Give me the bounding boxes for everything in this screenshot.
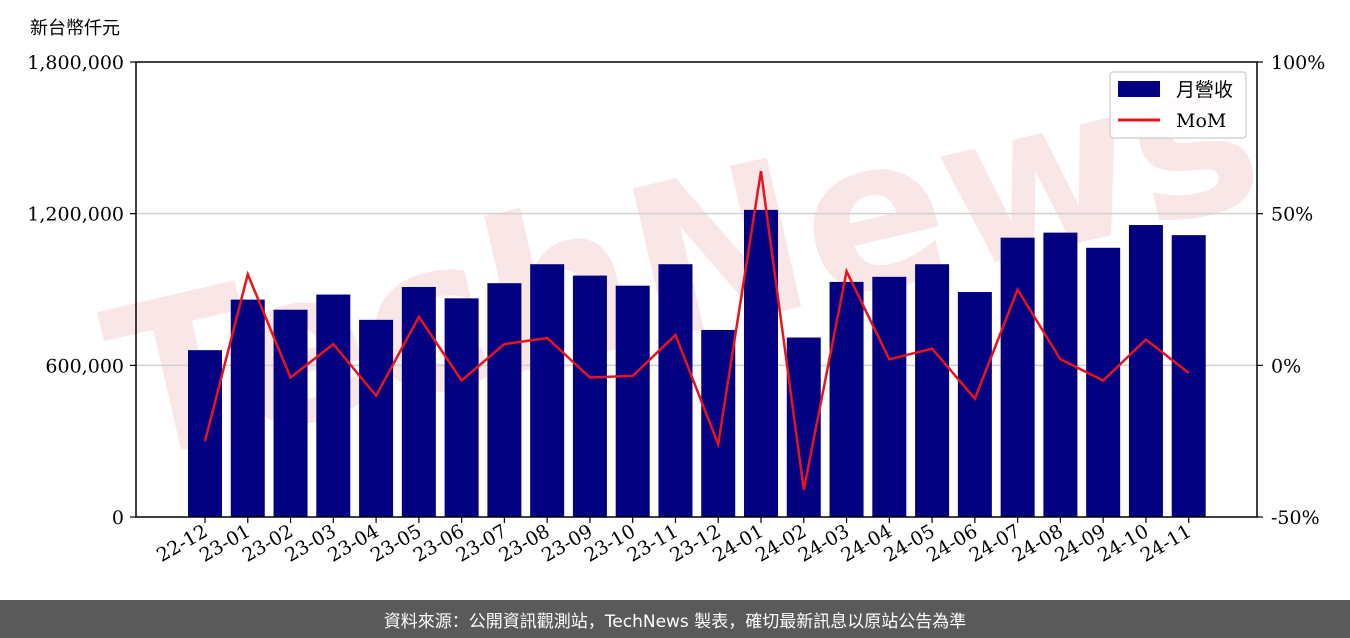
- right-axis-tick-label: 50%: [1271, 204, 1313, 226]
- legend-label-revenue: 月營收: [1176, 79, 1233, 101]
- bar-24-05: [915, 264, 950, 517]
- bar-23-02: [273, 309, 308, 517]
- bar-23-01: [230, 299, 265, 517]
- left-axis-tick-label: 1,800,000: [27, 52, 124, 74]
- bar-24-03: [829, 281, 864, 517]
- bar-24-10: [1128, 225, 1163, 517]
- bar-23-09: [572, 275, 607, 517]
- unit-label: 新台幣仟元: [30, 18, 120, 39]
- plot-frame: [135, 61, 1258, 518]
- bar-24-08: [1043, 232, 1078, 517]
- bar-24-06: [957, 292, 992, 517]
- bar-22-12: [188, 350, 222, 517]
- bar-24-11: [1171, 235, 1206, 517]
- chart-svg: TechNews0600,0001,200,0001,800,000-50%0%…: [27, 9, 1325, 567]
- bar-24-07: [1000, 237, 1035, 518]
- legend-swatch-bar: [1118, 81, 1160, 97]
- left-axis-tick-label: 0: [112, 507, 124, 529]
- bar-23-12: [701, 329, 736, 517]
- bar-24-04: [872, 276, 907, 517]
- right-axis-tick-label: 100%: [1271, 52, 1325, 74]
- bar-23-05: [401, 286, 436, 517]
- right-axis-tick-label: 0%: [1271, 355, 1301, 377]
- footer-source-note: 資料來源：公開資訊觀測站，TechNews 製表，確切最新訊息以原站公告為準: [0, 600, 1350, 638]
- bar-23-07: [487, 283, 522, 517]
- chart-area: TechNews 0 600,000 1,200,000 1,800,000 -50% 0%…: [27, 9, 1325, 567]
- bar-23-08: [530, 264, 565, 517]
- bar-24-09: [1086, 247, 1121, 517]
- mom-line: [203, 171, 1190, 490]
- bar-23-03: [316, 294, 351, 517]
- left-axis-tick-label: 600,000: [45, 355, 124, 377]
- left-axis-tick-label: 1,200,000: [27, 204, 124, 226]
- bar-23-10: [615, 285, 650, 517]
- bar-23-11: [658, 264, 693, 517]
- right-axis-tick-label: -50%: [1271, 507, 1320, 529]
- bar-23-06: [444, 298, 479, 517]
- legend-label-mom: MoM: [1176, 110, 1226, 132]
- bar-23-04: [359, 319, 394, 517]
- x-axis-tick-label: 24-11: [1137, 520, 1195, 566]
